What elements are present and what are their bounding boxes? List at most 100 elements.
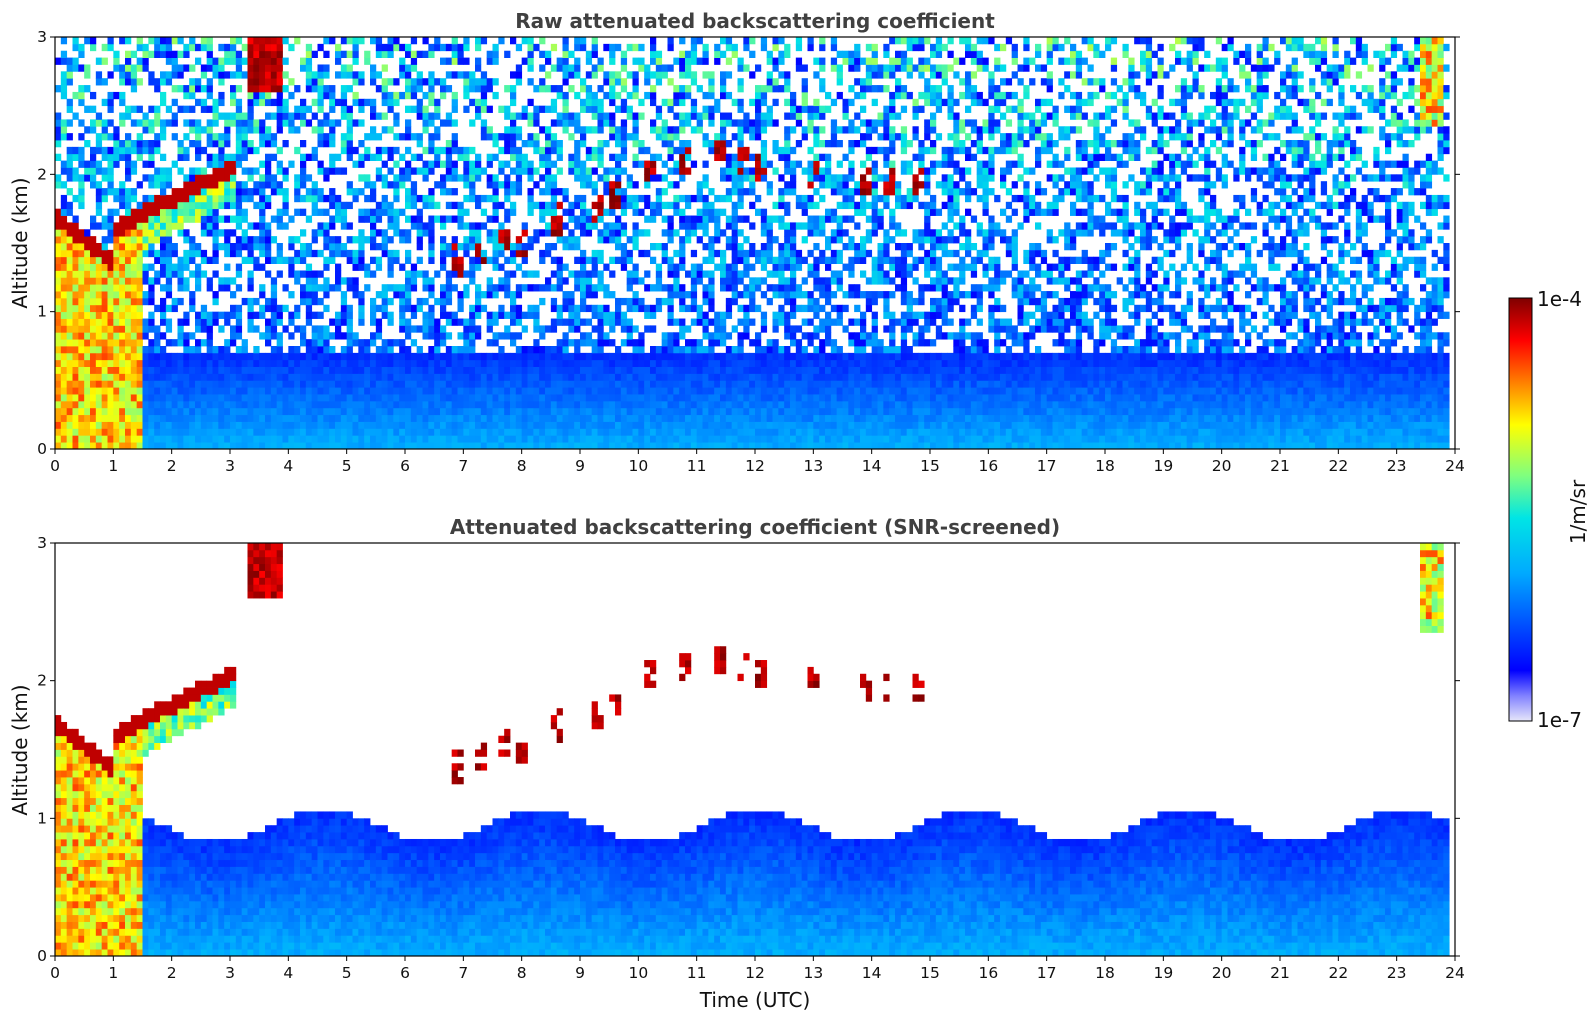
heatmap-cell — [737, 394, 744, 402]
heatmap-cell — [189, 215, 196, 223]
heatmap-cell — [591, 215, 598, 223]
heatmap-cell — [434, 339, 441, 347]
heatmap-cell — [160, 215, 167, 223]
heatmap-cell — [667, 359, 674, 367]
heatmap-cell — [737, 407, 744, 416]
heatmap-cell — [241, 407, 248, 416]
heatmap-cell — [480, 256, 488, 264]
heatmap-cell — [235, 133, 243, 141]
heatmap-cell — [218, 78, 225, 86]
heatmap-cell — [241, 297, 248, 306]
heatmap-cell — [632, 428, 639, 436]
heatmap-cell — [550, 188, 558, 196]
heatmap-cell — [84, 140, 91, 148]
heatmap-cell — [288, 126, 295, 134]
heatmap-cell — [72, 249, 79, 258]
heatmap-cell — [55, 133, 62, 141]
heatmap-cell — [107, 229, 114, 237]
heatmap-cell — [55, 126, 62, 134]
heatmap-cell — [568, 71, 575, 79]
heatmap-cell — [218, 215, 225, 223]
heatmap-cell — [101, 414, 108, 422]
heatmap-cell — [708, 435, 715, 443]
heatmap-cell — [340, 442, 348, 449]
heatmap-cell — [387, 414, 394, 422]
heatmap-cell — [475, 98, 482, 107]
heatmap-cell — [66, 359, 73, 367]
heatmap-cell — [609, 442, 616, 449]
heatmap-cell — [620, 380, 628, 388]
heatmap-cell — [148, 277, 155, 285]
heatmap-cell — [574, 57, 581, 65]
heatmap-cell — [533, 146, 540, 155]
heatmap-cell — [725, 428, 733, 436]
heatmap-cell — [603, 387, 610, 395]
heatmap-cell — [177, 339, 184, 347]
heatmap-cell — [72, 153, 79, 161]
heatmap-cell — [276, 400, 283, 409]
heatmap-cell — [725, 112, 733, 120]
heatmap-cell — [410, 215, 418, 223]
heatmap-cell — [160, 91, 167, 100]
heatmap-cell — [545, 153, 552, 161]
heatmap-cell — [66, 297, 73, 306]
heatmap-cell — [731, 119, 738, 127]
heatmap-cell — [171, 394, 178, 402]
heatmap-cell — [358, 105, 365, 113]
heatmap-cell — [270, 428, 278, 436]
heatmap-cell — [160, 318, 167, 326]
heatmap-cell — [440, 428, 447, 436]
heatmap-cell — [218, 373, 225, 381]
heatmap-cell — [463, 91, 470, 100]
heatmap-cell — [183, 332, 190, 340]
heatmap-cell — [125, 37, 132, 45]
heatmap-cell — [679, 414, 686, 422]
heatmap-cell — [90, 346, 97, 354]
heatmap-cell — [609, 119, 616, 127]
heatmap-cell — [323, 428, 330, 436]
heatmap-cell — [329, 91, 336, 100]
heatmap-cell — [597, 249, 604, 258]
heatmap-cell — [55, 339, 62, 347]
heatmap-cell — [160, 236, 167, 244]
heatmap-cell — [212, 256, 219, 264]
heatmap-cell — [515, 112, 523, 120]
heatmap-cell — [533, 229, 540, 237]
heatmap-cell — [364, 359, 371, 367]
heatmap-cell — [282, 140, 289, 148]
heatmap-cell — [387, 421, 394, 429]
heatmap-cell — [498, 249, 505, 258]
heatmap-cell — [679, 373, 686, 381]
heatmap-cell — [259, 366, 266, 374]
heatmap-cell — [101, 98, 108, 107]
heatmap-cell — [113, 318, 120, 326]
heatmap-cell — [387, 400, 394, 409]
heatmap-cell — [655, 263, 663, 271]
heatmap-cell — [626, 236, 633, 244]
heatmap-cell — [527, 236, 534, 244]
heatmap-cell — [667, 133, 674, 141]
heatmap-cell — [749, 188, 756, 196]
heatmap-cell — [679, 291, 686, 299]
heatmap-cell — [504, 407, 511, 416]
heatmap-cell — [702, 359, 709, 367]
heatmap-cell — [148, 387, 155, 395]
heatmap-cell — [457, 291, 464, 299]
heatmap-cell — [323, 85, 330, 93]
heatmap-cell — [445, 57, 453, 65]
heatmap-cell — [545, 85, 552, 93]
heatmap-cell — [84, 352, 91, 361]
heatmap-cell — [597, 373, 604, 381]
heatmap-cell — [259, 380, 266, 388]
heatmap-cell — [737, 146, 744, 155]
heatmap-cell — [101, 194, 108, 203]
heatmap-cell — [527, 133, 534, 141]
heatmap-cell — [690, 435, 698, 443]
heatmap-cell — [498, 442, 505, 449]
heatmap-cell — [136, 442, 143, 449]
heatmap-cell — [55, 263, 62, 271]
heatmap-cell — [585, 414, 593, 422]
heatmap-cell — [107, 352, 114, 361]
heatmap-cell — [492, 442, 499, 449]
heatmap-cell — [136, 64, 143, 72]
